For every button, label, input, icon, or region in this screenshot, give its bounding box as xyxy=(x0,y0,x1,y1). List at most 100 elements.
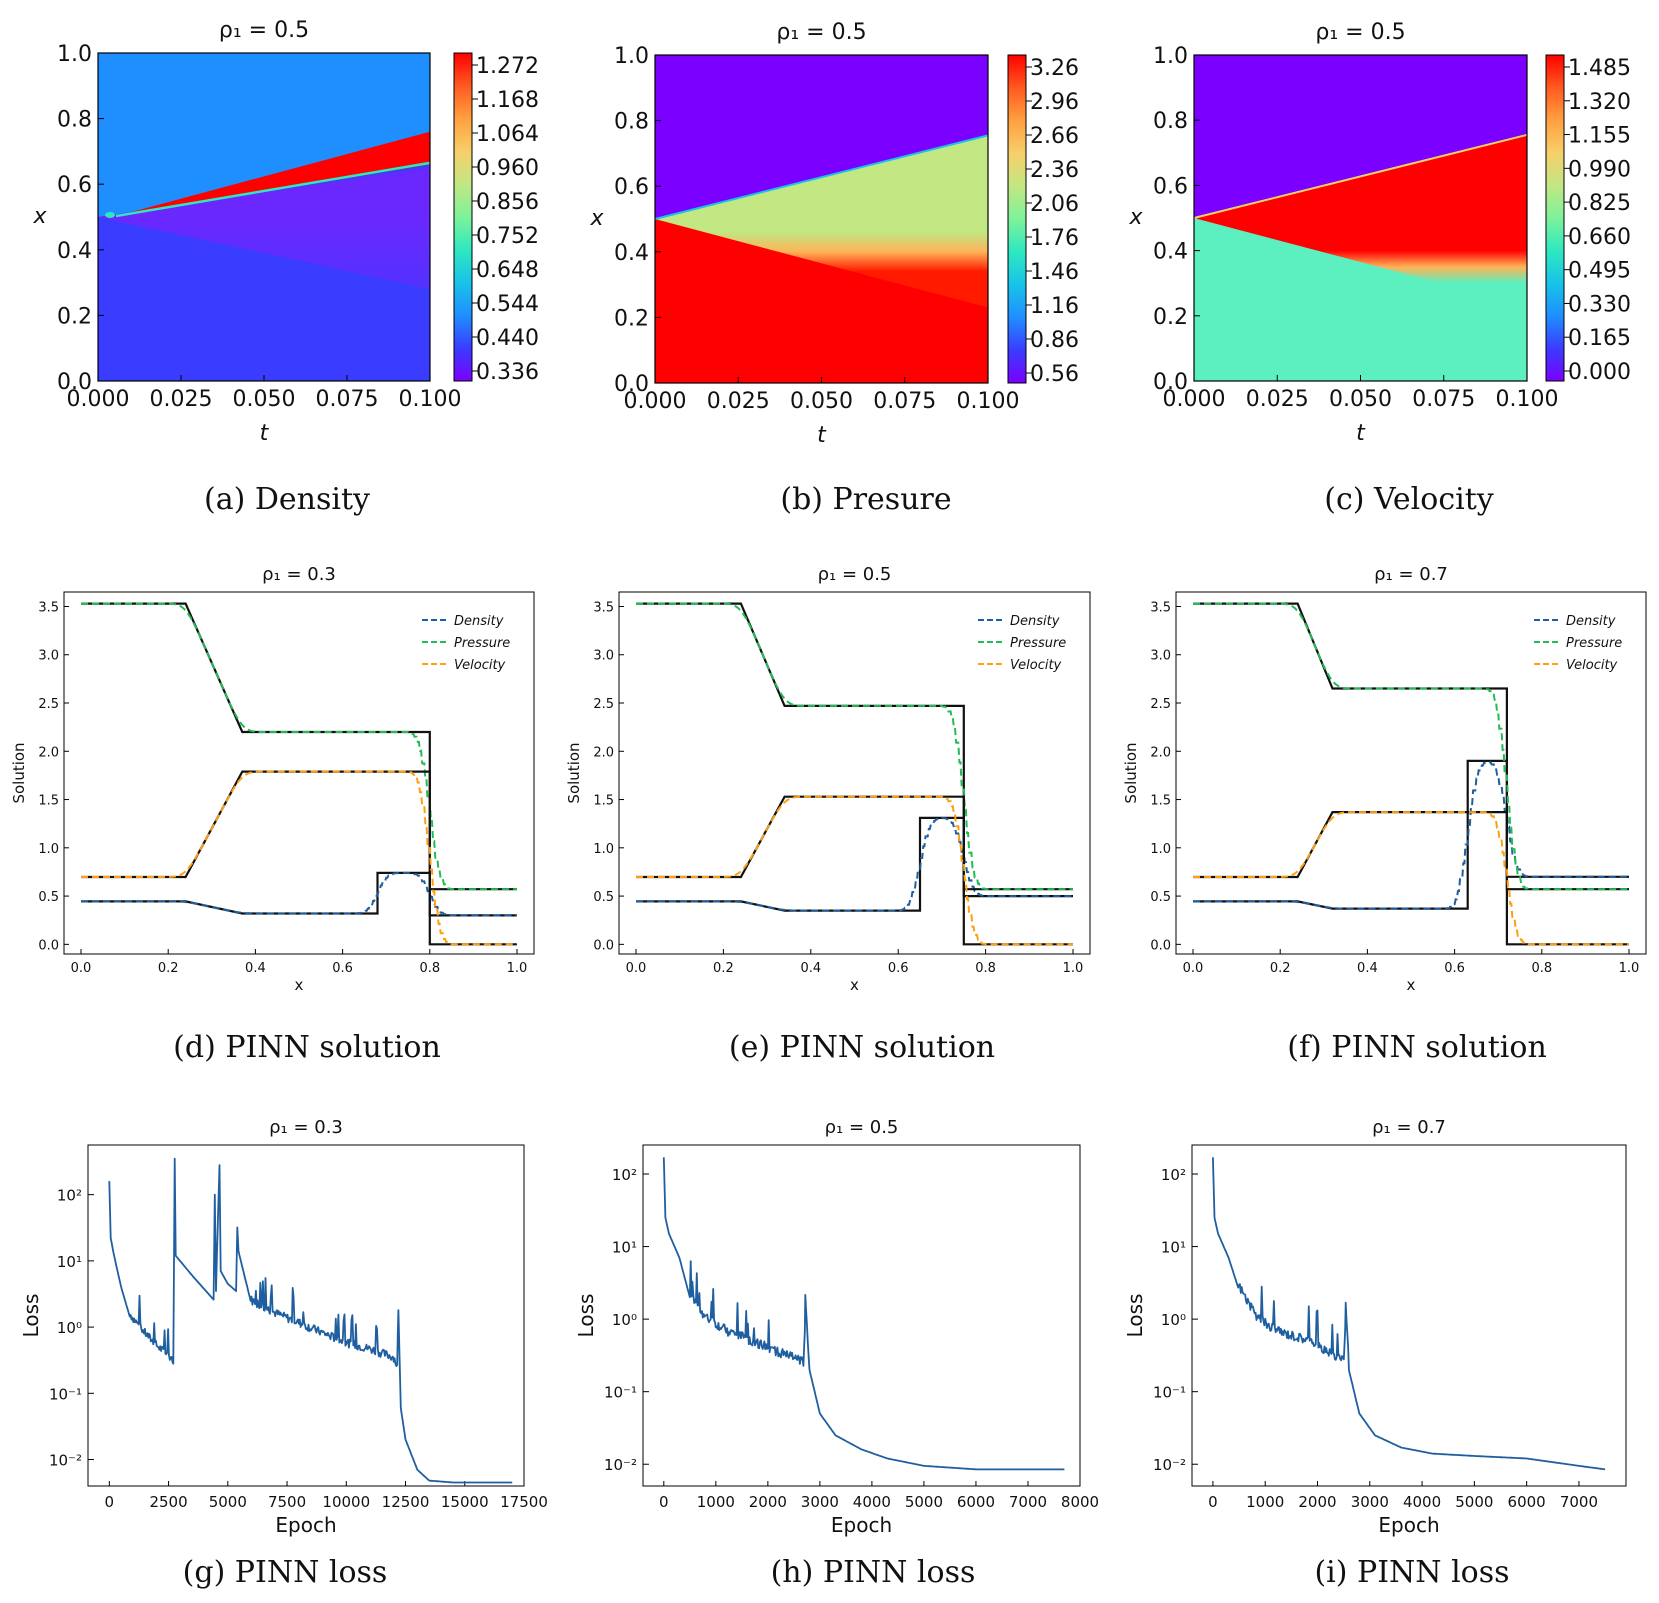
y-tick-label: 2.0 xyxy=(593,745,614,760)
y-tick-label: 1.0 xyxy=(38,842,59,857)
y-tick-label: 10² xyxy=(1161,1166,1186,1184)
x-tick-label: 0.8 xyxy=(975,961,996,976)
y-axis-label: x xyxy=(1128,205,1143,230)
colorbar-tick-label: 0.56 xyxy=(1030,362,1079,387)
x-tick-label: 4000 xyxy=(1403,1493,1441,1511)
legend-label: Density xyxy=(454,614,504,629)
x-tick-label: 3000 xyxy=(801,1493,839,1511)
caption-c: (c) Velocity xyxy=(1324,482,1494,517)
x-tick-label: 0.000 xyxy=(1163,387,1226,412)
y-tick-label: 10⁰ xyxy=(1161,1311,1186,1329)
y-tick-label: 3.5 xyxy=(1150,600,1171,615)
chart-title: ρ₁ = 0.5 xyxy=(219,18,309,43)
y-tick-label: 0.0 xyxy=(1150,938,1171,953)
y-tick-label: 1.0 xyxy=(614,44,649,69)
y-tick-label: 2.0 xyxy=(38,745,59,760)
caption-d: (d) PINN solution xyxy=(173,1030,441,1065)
x-tick-label: 0.4 xyxy=(1357,961,1378,976)
y-tick-label: 0.8 xyxy=(1153,109,1188,134)
x-tick-label: 0.000 xyxy=(67,387,130,412)
heat-region-right xyxy=(655,55,988,219)
panel-a: 0.000 0.025 0.050 0.075 0.100 0.0 0.2 0.4 0.6 0.8… xyxy=(32,18,539,446)
y-tick-label: 0.2 xyxy=(614,306,649,331)
y-tick-label: 10⁰ xyxy=(612,1311,637,1329)
x-tick-label: 0.075 xyxy=(316,387,379,412)
colorbar-tick-label: 1.272 xyxy=(476,54,539,79)
chart-title: ρ₁ = 0.5 xyxy=(818,564,892,585)
colorbar-tick-label: 1.155 xyxy=(1568,124,1631,149)
x-tick-label: 0.6 xyxy=(1444,961,1465,976)
y-tick-label: 3.5 xyxy=(593,600,614,615)
y-tick-label: 10¹ xyxy=(612,1239,637,1257)
legend-label: Velocity xyxy=(1566,658,1618,673)
y-tick-label: 10¹ xyxy=(57,1253,82,1271)
colorbar-tick-label: 0.495 xyxy=(1568,259,1631,284)
colorbar-tick-label: 2.96 xyxy=(1030,90,1079,115)
y-tick-label: 10¹ xyxy=(1161,1239,1186,1257)
colorbar-tick-label: 0.856 xyxy=(476,190,539,215)
y-axis-label: Solution xyxy=(565,742,583,803)
x-tick-label: 0.100 xyxy=(957,389,1020,414)
pinn-line-pressure xyxy=(81,602,517,891)
y-tick-label: 10² xyxy=(612,1166,637,1184)
colorbar-tick-label: 1.46 xyxy=(1030,260,1079,285)
colorbar-tick-label: 2.36 xyxy=(1030,158,1079,183)
x-axis-label: Epoch xyxy=(831,1513,892,1537)
x-tick-label: 0.0 xyxy=(71,961,92,976)
y-axis-label: Loss xyxy=(1123,1294,1147,1338)
colorbar-tick-label: 0.544 xyxy=(476,292,539,317)
x-tick-label: 12500 xyxy=(382,1493,430,1511)
colorbar-tick-label: 0.825 xyxy=(1568,191,1631,216)
y-axis-label: x xyxy=(32,204,47,229)
x-tick-label: 2000 xyxy=(749,1493,787,1511)
pinn-line-density xyxy=(636,816,1073,912)
colorbar-tick-label: 0.990 xyxy=(1568,157,1631,182)
x-tick-label: 5000 xyxy=(1455,1493,1493,1511)
y-tick-label: 1.5 xyxy=(38,794,59,809)
y-tick-label: 10² xyxy=(57,1187,82,1205)
x-tick-label: 6000 xyxy=(1508,1493,1546,1511)
y-tick-label: 3.5 xyxy=(38,600,59,615)
y-tick-label: 2.0 xyxy=(1150,745,1171,760)
y-tick-label: 1.5 xyxy=(1150,794,1171,809)
x-tick-label: 7000 xyxy=(1560,1493,1598,1511)
colorbar-tick-label: 1.16 xyxy=(1030,294,1079,319)
y-tick-label: 3.0 xyxy=(593,649,614,664)
colorbar-tick-label: 2.06 xyxy=(1030,192,1079,217)
x-tick-label: 1.0 xyxy=(1063,961,1084,976)
loss-curve xyxy=(1212,1157,1606,1471)
colorbar-tick-label: 0.000 xyxy=(1568,360,1631,385)
colorbar-tick-label: 2.66 xyxy=(1030,124,1079,149)
colorbar-tick-label: 1.485 xyxy=(1568,56,1631,81)
heat-region-shell xyxy=(113,131,430,217)
heat-region-plateau xyxy=(1194,134,1527,307)
y-tick-label: 0.5 xyxy=(593,890,614,905)
x-tick-label: 0.025 xyxy=(150,387,213,412)
x-tick-label: 8000 xyxy=(1061,1493,1099,1511)
x-axis-label: Epoch xyxy=(275,1513,336,1537)
x-tick-label: 2000 xyxy=(1298,1493,1336,1511)
colorbar-tick-label: 0.648 xyxy=(476,258,539,283)
chart-title: ρ₁ = 0.5 xyxy=(1315,20,1405,45)
caption-f: (f) PINN solution xyxy=(1287,1030,1547,1065)
x-tick-label: 0.100 xyxy=(1496,387,1559,412)
x-tick-label: 0.6 xyxy=(888,961,909,976)
x-axis-label: t xyxy=(260,421,270,446)
x-tick-label: 1.0 xyxy=(1619,961,1640,976)
y-tick-label: 10⁻¹ xyxy=(604,1384,637,1402)
plot-frame xyxy=(618,591,1091,955)
panel-h: 0 1000 2000 3000 4000 5000 6000 7000 8000 10² 10¹ 1… xyxy=(574,1117,1099,1537)
y-tick-label: 0.2 xyxy=(1153,305,1188,330)
y-tick-label: 1.0 xyxy=(57,42,92,67)
x-tick-label: 0.025 xyxy=(707,389,770,414)
chart-title: ρ₁ = 0.7 xyxy=(1374,564,1448,585)
y-tick-label: 10⁻² xyxy=(604,1456,637,1474)
y-tick-label: 0.6 xyxy=(1153,174,1188,199)
caption-i: (i) PINN loss xyxy=(1314,1555,1509,1590)
y-axis-label: Solution xyxy=(10,742,28,803)
colorbar-tick-label: 1.064 xyxy=(476,122,539,147)
y-tick-label: 2.5 xyxy=(38,697,59,712)
pinn-line-pressure xyxy=(636,602,1073,891)
x-tick-label: 0.0 xyxy=(1183,961,1204,976)
